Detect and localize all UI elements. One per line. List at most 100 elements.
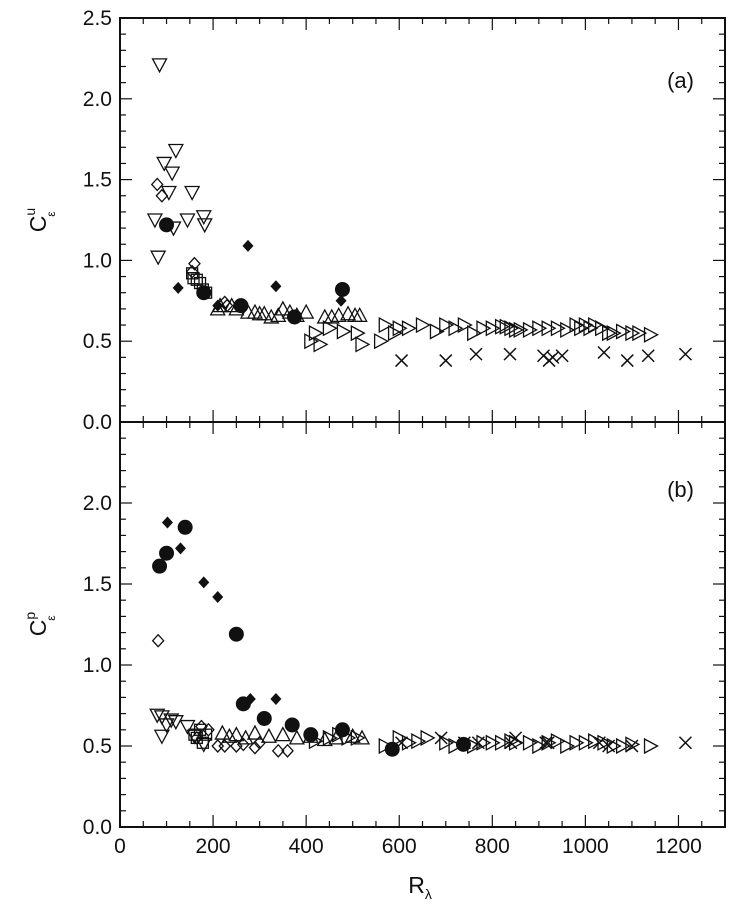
- data-point-triangle-right: [643, 737, 659, 755]
- svg-text:Cuε: Cu ε: [22, 208, 58, 232]
- data-point-triangle-right: [550, 320, 566, 337]
- data-point-cross: [602, 739, 616, 753]
- data-point-triangle-right: [355, 336, 371, 353]
- panel-b-marks: [149, 516, 692, 758]
- data-point-triangle-up: [330, 306, 347, 322]
- data-point-triangle-right: [504, 320, 520, 337]
- data-point-triangle-right: [625, 736, 641, 753]
- data-point-triangle-up: [274, 300, 291, 316]
- data-point-triangle-up: [351, 306, 368, 322]
- data-point-cross: [641, 349, 655, 363]
- data-point-diamond-open: [155, 188, 169, 203]
- data-point-triangle-up: [214, 724, 231, 740]
- data-point-square-open: [187, 272, 200, 285]
- data-point-cross: [678, 347, 692, 361]
- data-point-diamond-filled: [172, 281, 184, 294]
- data-point-triangle-right: [606, 737, 622, 755]
- data-point-triangle-down: [153, 729, 170, 745]
- data-point-diamond-filled: [198, 576, 210, 589]
- panel-a-ylabel-main: C: [25, 216, 51, 233]
- data-point-triangle-down: [196, 218, 213, 234]
- data-point-diamond-filled: [270, 693, 282, 706]
- data-point-triangle-right: [578, 734, 594, 751]
- panel-a-ylabel-sub: ε: [44, 211, 58, 217]
- data-point-triangle-right: [615, 323, 631, 340]
- y-tick-label: 1.5: [83, 573, 112, 596]
- data-point-triangle-right: [485, 320, 501, 337]
- data-point-triangle-right: [560, 737, 576, 755]
- x-axis-label: Rλ: [408, 872, 432, 902]
- panel-b-ticks: 0.0 0.5 1.0 1.5 2.0 0 200 400 600 800 1000 1200: [83, 421, 726, 858]
- data-point-triangle-down: [163, 713, 180, 729]
- data-point-triangle-up: [246, 724, 264, 740]
- data-point-triangle-up: [353, 729, 371, 745]
- x-axis-label-sub: λ: [425, 886, 432, 902]
- panel-a-ylabel-sup: u: [22, 208, 38, 216]
- panel-b-ylabel-sub: ε: [44, 615, 58, 621]
- panel-a: 0.0 0.5 1.0 1.5 2.0 2.5 (a) Cu ε: [22, 7, 726, 434]
- data-point-triangle-right: [597, 734, 613, 751]
- data-point-triangle-up: [298, 303, 315, 319]
- data-point-triangle-up: [228, 726, 245, 742]
- panel-a-ticks: 0.0 0.5 1.0 1.5 2.0 2.5: [83, 7, 726, 434]
- x-tick-label: 0: [114, 835, 126, 858]
- data-point-diamond-open: [188, 256, 201, 271]
- data-point-triangle-right: [522, 734, 538, 751]
- panel-b-ylabel: Cp ε: [22, 612, 58, 637]
- data-point-cross: [469, 347, 483, 361]
- data-point-square-open: [196, 736, 209, 749]
- data-point-circle-filled: [284, 717, 300, 733]
- data-point-cross: [555, 349, 569, 363]
- data-point-triangle-down: [195, 737, 212, 753]
- y-tick-label: 2.0: [83, 88, 112, 111]
- y-tick-label: 0.5: [83, 330, 112, 353]
- data-point-triangle-right: [513, 321, 529, 338]
- data-point-triangle-down: [179, 213, 196, 229]
- data-point-triangle-up: [316, 308, 333, 324]
- data-point-circle-filled: [152, 558, 168, 574]
- data-point-triangle-right: [532, 320, 548, 337]
- data-point-triangle-right: [322, 729, 338, 746]
- data-point-triangle-right: [499, 318, 515, 335]
- panel-b-ylabel-sup: p: [22, 612, 38, 620]
- data-point-triangle-right: [457, 316, 473, 334]
- data-point-cross: [625, 739, 639, 753]
- data-point-cross: [539, 736, 553, 750]
- data-point-circle-filled: [177, 519, 193, 535]
- data-point-triangle-down: [164, 166, 181, 182]
- data-point-triangle-right: [494, 734, 510, 751]
- data-point-diamond-filled: [212, 590, 224, 603]
- data-point-diamond-filled: [270, 280, 282, 293]
- data-point-diamond-open: [271, 743, 285, 758]
- data-point-triangle-right: [550, 733, 566, 750]
- y-tick-label: 1.0: [83, 654, 112, 677]
- data-point-triangle-up: [263, 308, 280, 324]
- data-point-triangle-up: [260, 727, 278, 743]
- data-point-triangle-right: [336, 323, 352, 340]
- data-point-triangle-right: [322, 320, 338, 337]
- data-point-triangle-down: [160, 185, 177, 201]
- panel-b-label: (b): [667, 477, 694, 502]
- panel-a-marks: [146, 58, 692, 368]
- data-point-square-open: [199, 286, 213, 299]
- data-point-triangle-right: [508, 321, 524, 338]
- data-point-triangle-up: [246, 303, 264, 319]
- data-point-diamond-open: [248, 740, 262, 755]
- data-point-triangle-up: [274, 726, 291, 742]
- x-tick-label: 400: [289, 835, 324, 858]
- panel-b-ylabel-main: C: [25, 620, 51, 637]
- data-point-diamond-open: [211, 739, 225, 753]
- data-point-cross: [434, 731, 448, 745]
- x-tick-label: 1000: [562, 835, 609, 858]
- y-tick-label: 0.5: [83, 735, 112, 758]
- y-tick-label: 1.0: [83, 249, 112, 272]
- data-point-triangle-right: [341, 729, 357, 746]
- data-point-square-open: [185, 267, 199, 280]
- panel-b: 0.0 0.5 1.0 1.5 2.0 0 200 400 600 800 1000 1200 (b)…: [22, 421, 726, 902]
- data-point-cross: [509, 731, 523, 745]
- data-point-triangle-down: [167, 143, 184, 159]
- data-point-circle-filled: [334, 281, 350, 297]
- x-tick-label: 1200: [655, 835, 702, 858]
- data-point-diamond-open: [151, 633, 165, 648]
